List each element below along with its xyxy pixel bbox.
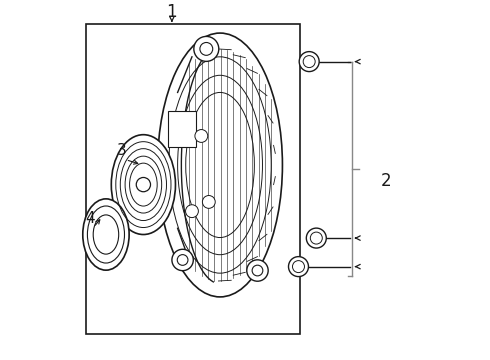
Circle shape	[186, 205, 198, 217]
Bar	[86, 24, 300, 334]
Ellipse shape	[293, 261, 304, 273]
Ellipse shape	[83, 199, 129, 270]
Text: 1: 1	[167, 3, 177, 21]
Ellipse shape	[299, 51, 319, 72]
Ellipse shape	[303, 55, 315, 68]
Circle shape	[136, 177, 150, 192]
Text: 3: 3	[117, 143, 127, 158]
Text: 2: 2	[381, 172, 391, 190]
Ellipse shape	[289, 257, 309, 276]
Circle shape	[194, 36, 219, 61]
Circle shape	[195, 130, 208, 143]
Circle shape	[247, 260, 268, 281]
Bar	[168, 111, 196, 147]
Circle shape	[200, 42, 213, 55]
Circle shape	[172, 249, 193, 271]
Circle shape	[177, 255, 188, 265]
Ellipse shape	[111, 135, 175, 234]
Ellipse shape	[306, 228, 326, 248]
Text: 4: 4	[85, 211, 95, 226]
Circle shape	[202, 195, 215, 208]
Circle shape	[252, 265, 263, 276]
Ellipse shape	[158, 33, 282, 297]
Ellipse shape	[310, 232, 322, 244]
